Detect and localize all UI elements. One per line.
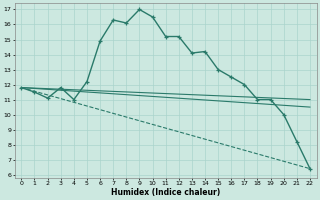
- X-axis label: Humidex (Indice chaleur): Humidex (Indice chaleur): [111, 188, 220, 197]
